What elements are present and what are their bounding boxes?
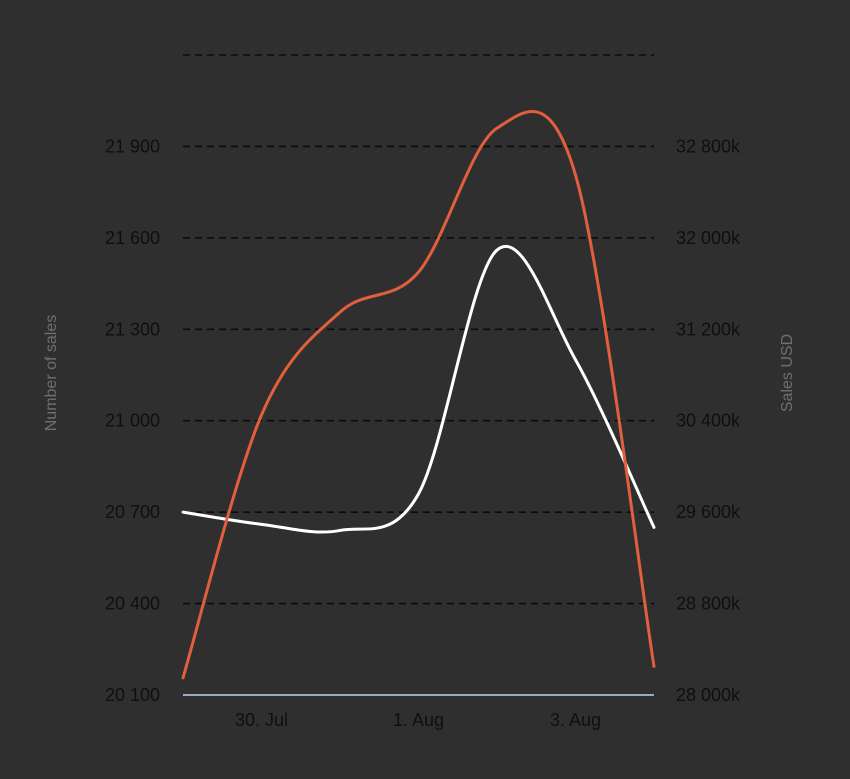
series-line-2 [181, 110, 656, 680]
right-y-tick-label: 30 400k [676, 411, 741, 431]
right-axis-title: Sales USD [779, 334, 796, 412]
right-y-tick-label: 32 800k [676, 136, 741, 156]
series-layer [181, 110, 656, 680]
left-axis-title: Number of sales [43, 315, 60, 432]
left-y-tick-label: 21 000 [105, 411, 160, 431]
right-y-tick-label: 28 800k [676, 594, 741, 614]
right-y-tick-label: 28 000k [676, 685, 741, 705]
left-y-tick-label: 20 100 [105, 685, 160, 705]
axis-layer: Number of sales Sales USD 20 100 20 400 20… [43, 136, 796, 730]
series-line-1 [181, 245, 656, 534]
left-y-tick-label: 21 300 [105, 319, 160, 339]
right-y-tick-label: 31 200k [676, 319, 741, 339]
left-y-tick-label: 21 600 [105, 228, 160, 248]
left-y-tick-label: 20 400 [105, 594, 160, 614]
grid-layer [183, 54, 654, 696]
left-y-tick-label: 20 700 [105, 502, 160, 522]
x-tick-label: 1. Aug [393, 710, 444, 730]
x-tick-label: 3. Aug [550, 710, 601, 730]
x-tick-label: 30. Jul [235, 710, 288, 730]
left-y-tick-label: 21 900 [105, 136, 160, 156]
right-y-tick-label: 32 000k [676, 228, 741, 248]
right-y-tick-label: 29 600k [676, 502, 741, 522]
